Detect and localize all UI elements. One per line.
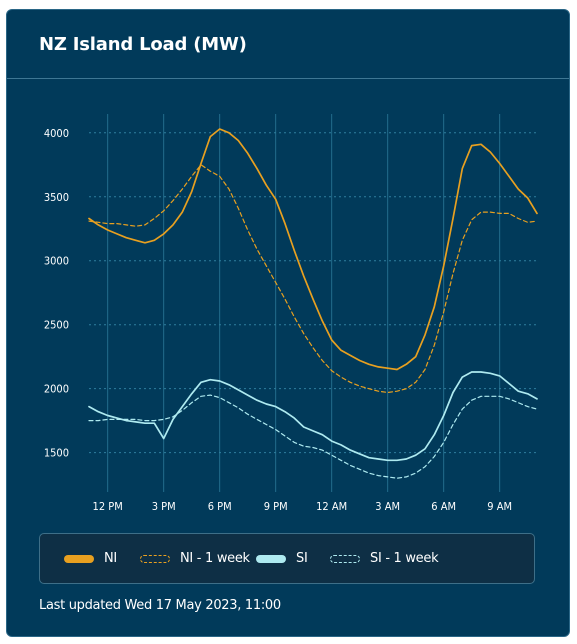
legend-label-si: SI	[296, 551, 308, 566]
series-si-line[interactable]	[88, 371, 538, 462]
x-tick-label: 3 PM	[152, 500, 176, 513]
title-divider	[7, 78, 569, 79]
series-ni-line[interactable]	[88, 128, 538, 371]
legend-item-si[interactable]: SI	[256, 534, 308, 583]
legend-item-ni[interactable]: NI	[64, 534, 117, 583]
chart-card: NZ Island Load (MW) 1500 2000 2500 3000 3500…	[6, 9, 570, 637]
y-axis-ticks: 1500 2000 2500 3000 3500 4000	[44, 127, 69, 460]
x-tick-label: 6 AM	[431, 500, 456, 513]
legend-swatch-si-week	[330, 554, 360, 563]
x-axis-ticks: 12 PM 3 PM 6 PM 9 PM 12 AM 3 AM 6 AM 9 AM	[93, 500, 513, 513]
y-tick-label: 2000	[44, 383, 69, 396]
legend-swatch-si	[256, 554, 286, 563]
legend-label-si-week: SI - 1 week	[370, 551, 439, 566]
load-chart: 1500 2000 2500 3000 3500 4000 12 PM 3 PM 6 PM 9 …	[44, 114, 538, 513]
legend-item-si-week[interactable]: SI - 1 week	[330, 534, 439, 583]
series-layer	[88, 128, 538, 479]
x-tick-label: 3 AM	[375, 500, 400, 513]
x-tick-label: 6 PM	[208, 500, 232, 513]
series-si-week-line[interactable]	[88, 394, 538, 479]
y-tick-label: 2500	[44, 319, 69, 332]
legend-label-ni-week: NI - 1 week	[180, 551, 250, 566]
legend-item-ni-week[interactable]: NI - 1 week	[140, 534, 250, 583]
y-tick-label: 1500	[44, 447, 69, 460]
chart-legend: NI NI - 1 week SI SI - 1 week	[39, 533, 535, 584]
series-ni-week-line[interactable]	[88, 164, 538, 394]
y-tick-label: 4000	[44, 127, 69, 140]
legend-swatch-ni-week	[140, 554, 170, 563]
legend-label-ni: NI	[104, 551, 117, 566]
y-tick-label: 3000	[44, 255, 69, 268]
x-tick-label: 9 PM	[264, 500, 288, 513]
y-tick-label: 3500	[44, 191, 69, 204]
x-tick-label: 12 AM	[316, 500, 347, 513]
card-title: NZ Island Load (MW)	[39, 34, 247, 55]
x-tick-label: 9 AM	[487, 500, 512, 513]
grid-layer	[89, 114, 537, 492]
x-tick-label: 12 PM	[93, 500, 123, 513]
last-updated-text: Last updated Wed 17 May 2023, 11:00	[39, 598, 281, 613]
legend-swatch-ni	[64, 554, 94, 563]
